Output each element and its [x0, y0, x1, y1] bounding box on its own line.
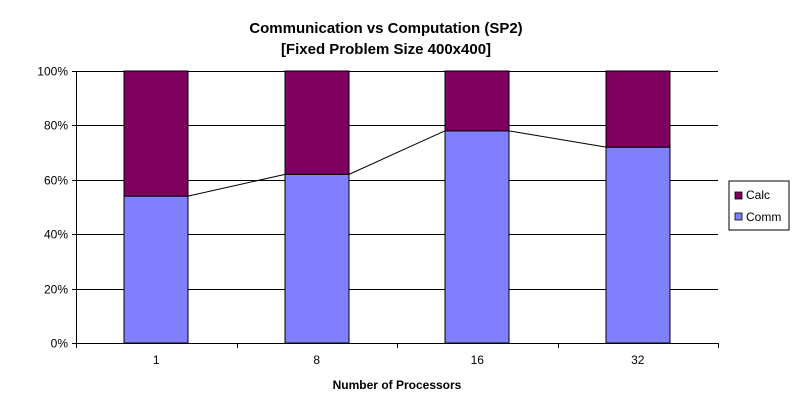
trend-line-layer — [187, 130, 607, 197]
bar-comm — [284, 173, 350, 344]
legend: Calc Comm — [728, 180, 790, 231]
x-axis-title: Number of Processors — [333, 378, 462, 392]
y-tick-label: 60% — [44, 174, 68, 188]
bar-calc — [123, 70, 189, 197]
legend-label-calc: Calc — [746, 188, 770, 202]
chart-subtitle: [Fixed Problem Size 400x400] — [281, 41, 491, 58]
y-tick-label: 20% — [44, 283, 68, 297]
bar-comm — [444, 130, 510, 344]
x-tick-label: 1 — [153, 353, 160, 367]
axes: 0% 20% 40% 60% 80% 100% 1 8 16 32 — [37, 65, 719, 367]
series-line — [348, 130, 446, 175]
bar-calc — [444, 70, 510, 132]
series-line — [508, 130, 607, 148]
bar-comm — [605, 146, 671, 344]
bar-comm — [123, 195, 189, 344]
y-tick-label: 100% — [37, 65, 68, 79]
y-tick-label: 0% — [51, 337, 69, 351]
chart-title: Communication vs Computation (SP2) — [249, 20, 522, 37]
legend-box — [728, 180, 790, 231]
bars — [123, 70, 671, 344]
legend-label-comm: Comm — [746, 210, 781, 224]
x-tick-label: 8 — [313, 353, 320, 367]
x-tick-label: 32 — [631, 353, 645, 367]
series-line — [187, 173, 286, 197]
y-tick-label: 40% — [44, 228, 68, 242]
y-tick-label: 80% — [44, 119, 68, 133]
bar-calc — [605, 70, 671, 148]
x-tick-label: 16 — [471, 353, 485, 367]
legend-swatch-comm — [734, 212, 743, 221]
legend-swatch-calc — [734, 191, 743, 200]
bar-calc — [284, 70, 350, 175]
